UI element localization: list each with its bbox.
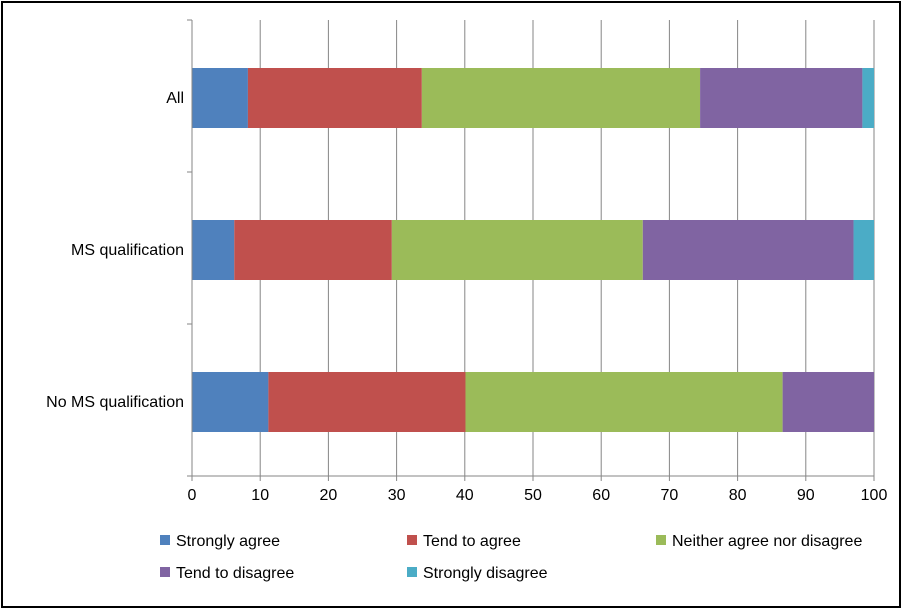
x-tick-label-0: 0 (188, 487, 197, 504)
bar-ms-qualification-strongly-agree (192, 220, 235, 280)
legend-swatch-tend-to-disagree (160, 567, 170, 577)
legend-swatch-strongly-disagree (407, 567, 417, 577)
stacked-bar-chart: All MS qualification No MS qualification 0 1… (46, 19, 888, 582)
bar-all-tend-to-agree (247, 68, 422, 128)
bar-ms-qualification-strongly-disagree (853, 220, 874, 280)
x-tick-label-90: 90 (797, 487, 815, 504)
x-tick-label-40: 40 (456, 487, 474, 504)
bar-all-strongly-agree (192, 68, 248, 128)
legend: Strongly agree Tend to agree Neither agree… (160, 533, 862, 582)
axes: All MS qualification No MS qualification 0 1… (46, 19, 888, 504)
bar-no-ms-qualification-strongly-agree (192, 372, 269, 432)
bar-no-ms-qualification-tend-to-disagree (782, 372, 874, 432)
x-tick-label-50: 50 (524, 487, 542, 504)
legend-swatch-strongly-agree (160, 535, 170, 545)
x-tick-label-70: 70 (661, 487, 679, 504)
x-tick-label-100: 100 (861, 487, 888, 504)
bar-all-strongly-disagree (862, 68, 874, 128)
category-label: No MS qualification (46, 394, 184, 411)
category-label: All (166, 90, 184, 107)
legend-swatch-tend-to-agree (407, 535, 417, 545)
legend-label-strongly-agree: Strongly agree (176, 533, 280, 550)
bar-ms-qualification-neither-agree-nor-disagree (391, 220, 643, 280)
x-tick-label-60: 60 (592, 487, 610, 504)
bar-ms-qualification-tend-to-agree (234, 220, 392, 280)
legend-label-strongly-disagree: Strongly disagree (423, 565, 548, 582)
bar-ms-qualification-tend-to-disagree (642, 220, 854, 280)
category-label: MS qualification (71, 242, 184, 259)
bar-no-ms-qualification-tend-to-agree (268, 372, 466, 432)
x-tick-label-30: 30 (388, 487, 406, 504)
bar-no-ms-qualification-neither-agree-nor-disagree (465, 372, 783, 432)
legend-swatch-neither-agree-nor-disagree (656, 535, 666, 545)
legend-label-neither-agree-nor-disagree: Neither agree nor disagree (672, 533, 862, 550)
x-tick-label-80: 80 (729, 487, 747, 504)
x-tick-label-20: 20 (320, 487, 338, 504)
bar-all-neither-agree-nor-disagree (421, 68, 701, 128)
x-tick-label-10: 10 (251, 487, 269, 504)
bars (192, 68, 874, 432)
legend-label-tend-to-agree: Tend to agree (423, 533, 521, 550)
legend-label-tend-to-disagree: Tend to disagree (176, 565, 294, 582)
bar-all-tend-to-disagree (700, 68, 863, 128)
